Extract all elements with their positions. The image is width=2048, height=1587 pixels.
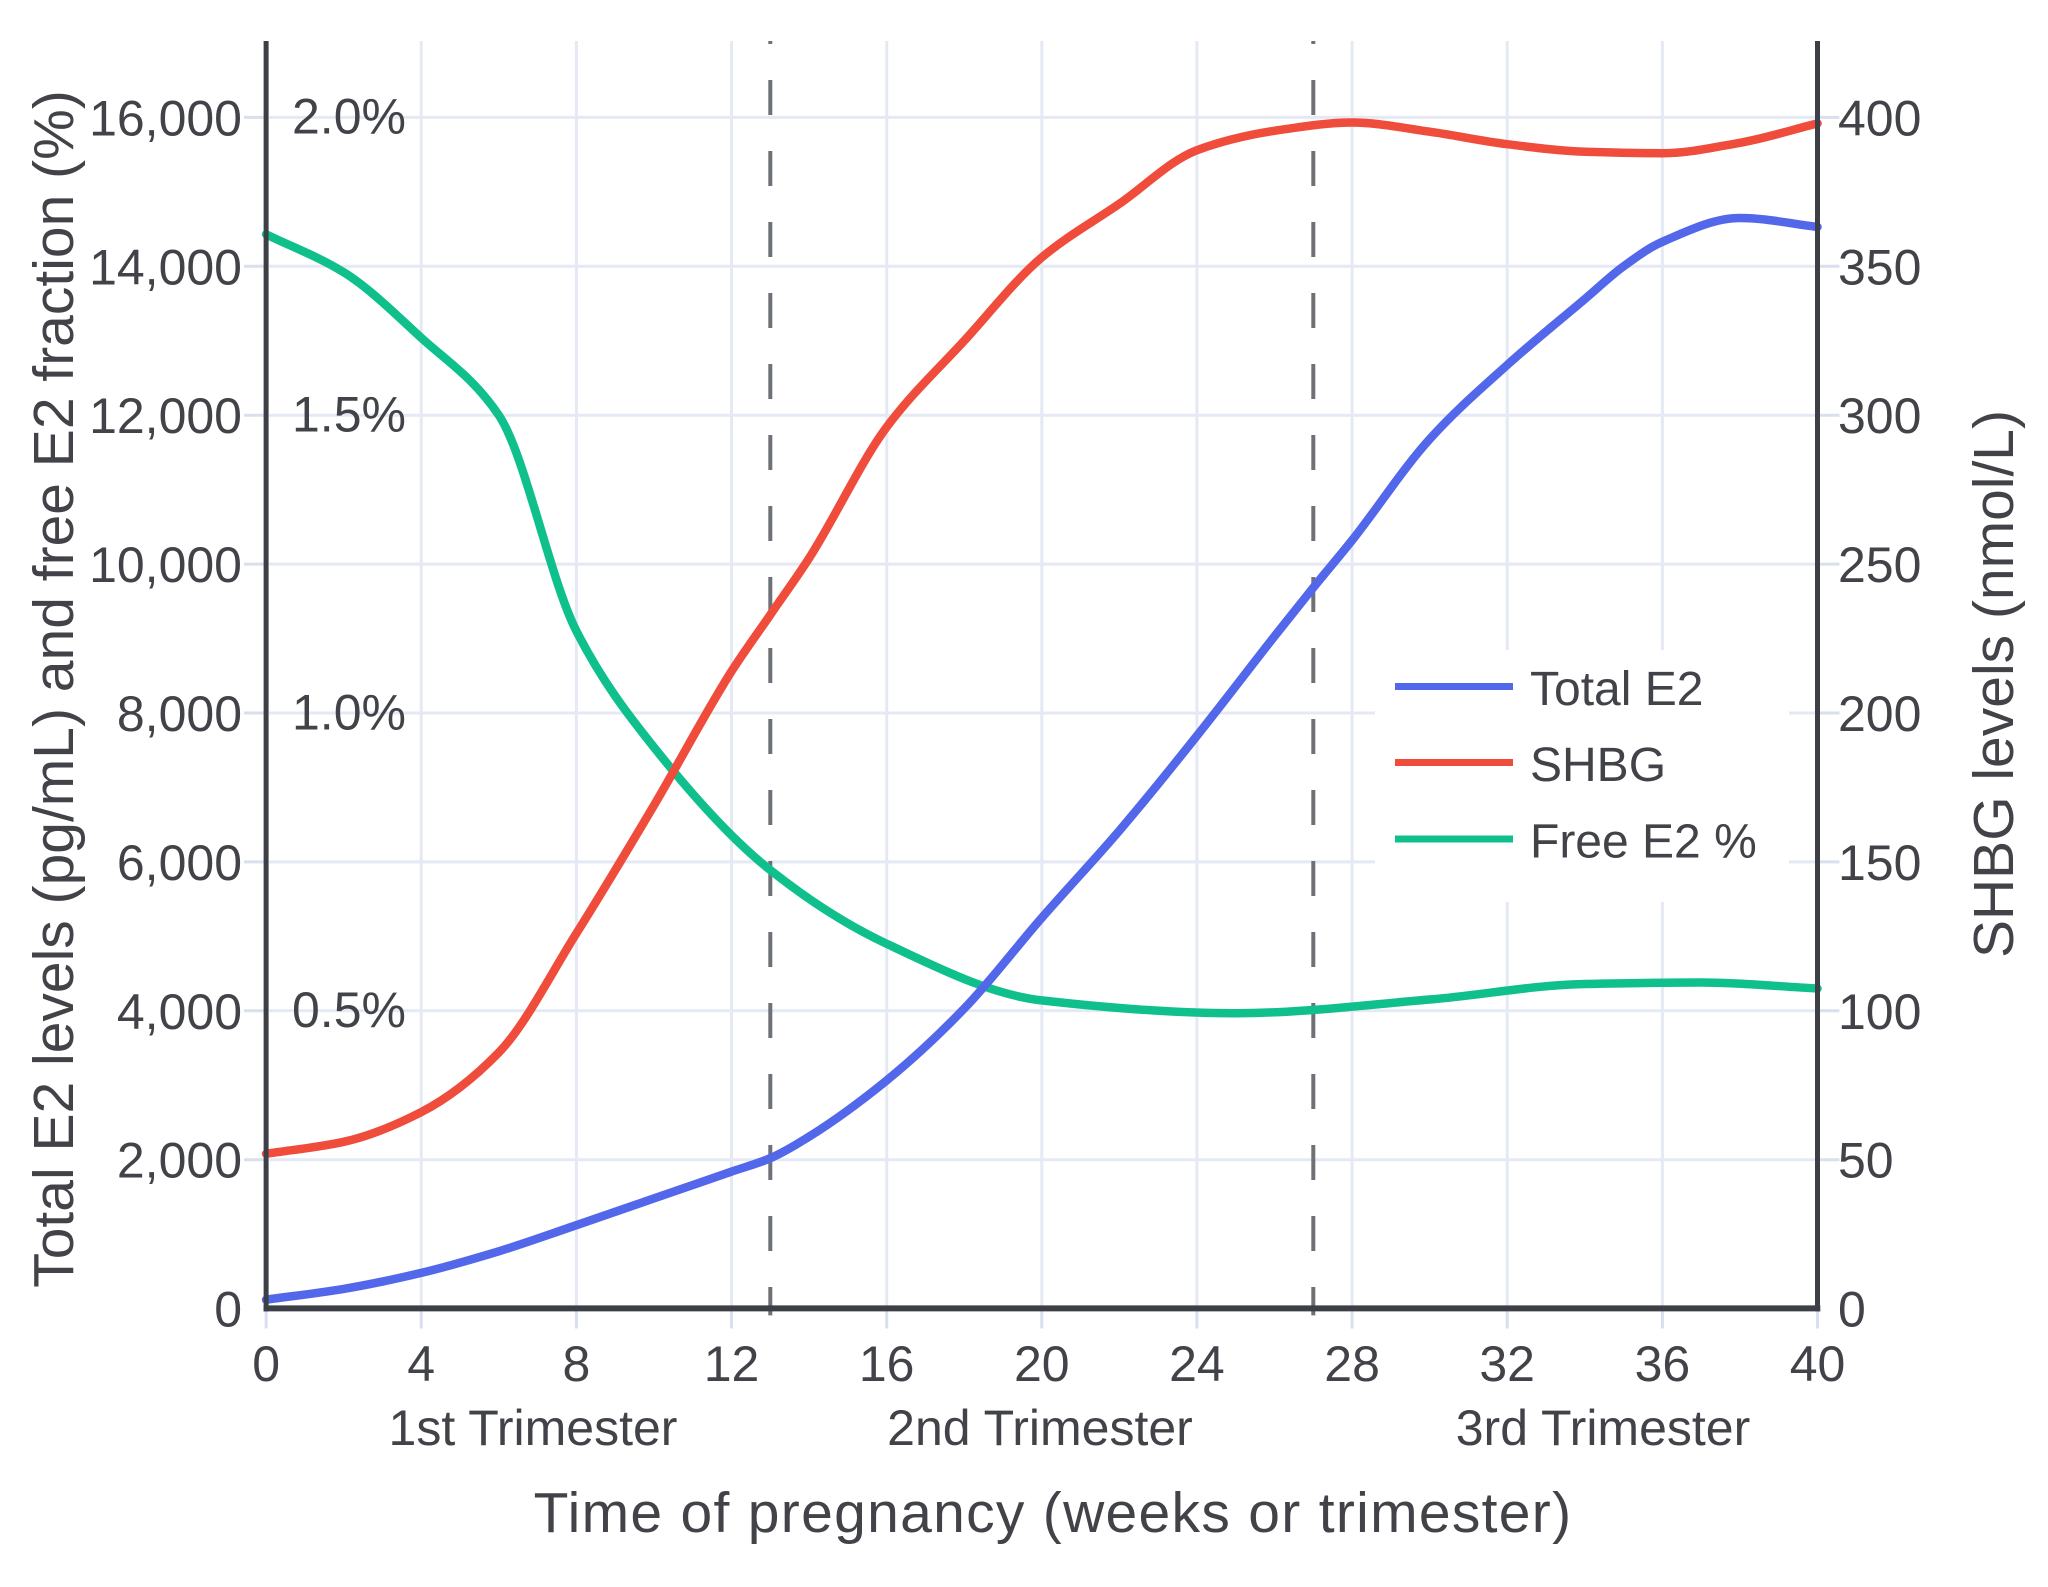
svg-text:4,000: 4,000 <box>117 984 242 1040</box>
svg-text:Time of pregnancy (weeks or tr: Time of pregnancy (weeks or trimester) <box>534 1481 1573 1545</box>
svg-text:50: 50 <box>1838 1133 1894 1189</box>
svg-text:400: 400 <box>1838 90 1921 146</box>
svg-text:SHBG: SHBG <box>1530 739 1666 792</box>
svg-text:0: 0 <box>252 1336 280 1392</box>
svg-text:12,000: 12,000 <box>89 388 242 444</box>
svg-text:2nd Trimester: 2nd Trimester <box>887 1400 1193 1456</box>
svg-text:32: 32 <box>1479 1336 1535 1392</box>
svg-text:8,000: 8,000 <box>117 686 242 742</box>
svg-text:16: 16 <box>859 1336 915 1392</box>
svg-text:0.5%: 0.5% <box>292 982 406 1038</box>
svg-text:1st Trimester: 1st Trimester <box>389 1400 678 1456</box>
svg-text:250: 250 <box>1838 537 1921 593</box>
svg-text:1.0%: 1.0% <box>292 684 406 740</box>
svg-text:12: 12 <box>704 1336 760 1392</box>
svg-text:0: 0 <box>214 1282 242 1338</box>
svg-text:100: 100 <box>1838 984 1921 1040</box>
svg-text:200: 200 <box>1838 686 1921 742</box>
svg-text:10,000: 10,000 <box>89 537 242 593</box>
svg-text:4: 4 <box>407 1336 435 1392</box>
svg-text:2.0%: 2.0% <box>292 89 406 145</box>
svg-text:24: 24 <box>1169 1336 1225 1392</box>
svg-text:300: 300 <box>1838 388 1921 444</box>
svg-text:28: 28 <box>1324 1336 1380 1392</box>
svg-text:Free E2 %: Free E2 % <box>1530 816 1757 869</box>
svg-text:3rd Trimester: 3rd Trimester <box>1456 1400 1751 1456</box>
svg-text:20: 20 <box>1014 1336 1070 1392</box>
svg-text:8: 8 <box>562 1336 590 1392</box>
svg-text:14,000: 14,000 <box>89 239 242 295</box>
svg-text:6,000: 6,000 <box>117 835 242 891</box>
svg-text:16,000: 16,000 <box>89 90 242 146</box>
svg-text:36: 36 <box>1635 1336 1691 1392</box>
svg-text:Total E2: Total E2 <box>1530 663 1703 716</box>
svg-text:SHBG levels (nmol/L): SHBG levels (nmol/L) <box>1962 410 2026 958</box>
svg-text:2,000: 2,000 <box>117 1133 242 1189</box>
svg-text:150: 150 <box>1838 835 1921 891</box>
svg-text:Total E2 levels (pg/mL) and fr: Total E2 levels (pg/mL) and free E2 frac… <box>22 90 86 1288</box>
svg-text:0: 0 <box>1838 1282 1866 1338</box>
svg-text:40: 40 <box>1790 1336 1846 1392</box>
svg-text:1.5%: 1.5% <box>292 387 406 443</box>
svg-text:350: 350 <box>1838 239 1921 295</box>
